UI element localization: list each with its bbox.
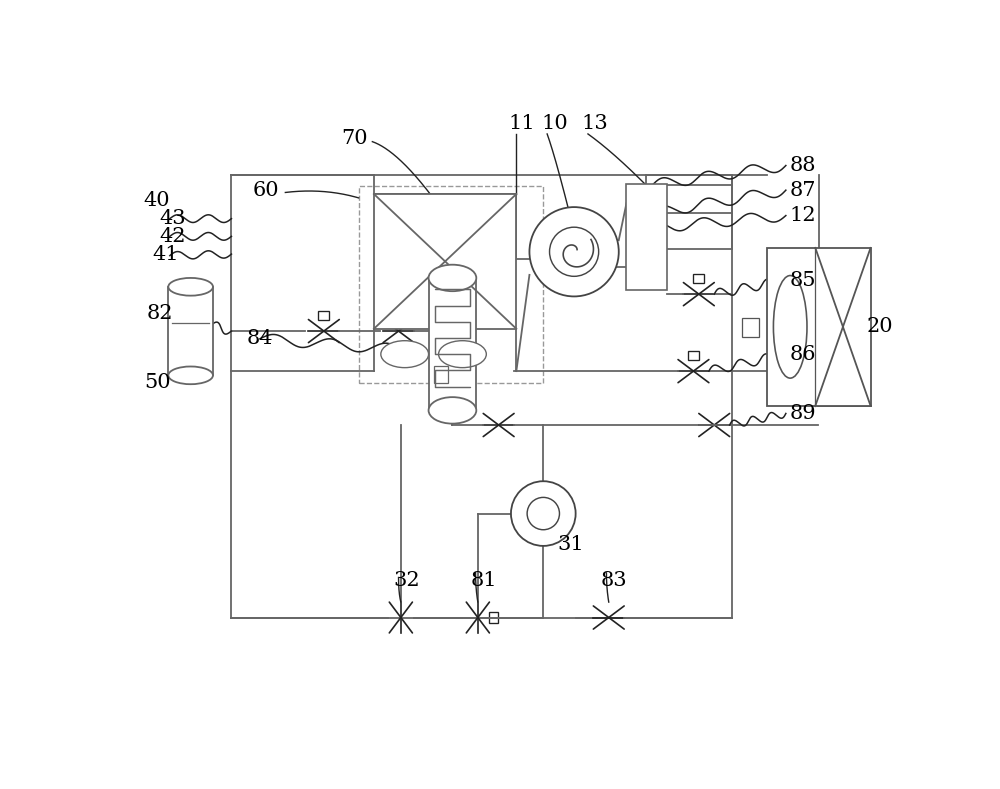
Bar <box>767 248 871 406</box>
Text: 40: 40 <box>143 191 170 210</box>
Ellipse shape <box>439 341 486 368</box>
Text: 42: 42 <box>160 227 186 246</box>
Bar <box>434 366 448 383</box>
Bar <box>168 286 213 376</box>
Bar <box>429 278 476 410</box>
Text: 70: 70 <box>342 129 368 148</box>
Text: 89: 89 <box>790 404 816 423</box>
Text: 32: 32 <box>393 571 420 590</box>
Text: 82: 82 <box>147 304 173 323</box>
Text: 10: 10 <box>542 114 569 133</box>
Ellipse shape <box>168 278 213 296</box>
Bar <box>358 186 543 383</box>
Text: 13: 13 <box>582 114 609 133</box>
Text: 86: 86 <box>790 345 816 364</box>
Circle shape <box>529 207 619 297</box>
Text: 84: 84 <box>247 329 273 348</box>
Text: 88: 88 <box>790 156 816 175</box>
Ellipse shape <box>429 397 476 424</box>
Text: 50: 50 <box>144 373 171 392</box>
Circle shape <box>511 481 576 546</box>
Ellipse shape <box>429 264 476 291</box>
Text: 31: 31 <box>557 535 584 554</box>
Text: 87: 87 <box>790 181 816 200</box>
Bar <box>318 311 329 320</box>
Text: 85: 85 <box>790 271 816 290</box>
Text: 20: 20 <box>867 317 893 336</box>
Text: 60: 60 <box>252 181 279 200</box>
Text: 81: 81 <box>470 571 497 590</box>
Bar <box>693 274 704 282</box>
Circle shape <box>550 227 599 276</box>
Ellipse shape <box>168 366 213 384</box>
Bar <box>489 612 498 623</box>
Circle shape <box>527 497 559 529</box>
Ellipse shape <box>773 275 807 378</box>
Text: 11: 11 <box>509 114 535 133</box>
Bar <box>688 351 699 360</box>
Ellipse shape <box>381 341 429 368</box>
Bar <box>374 194 516 329</box>
Bar <box>626 184 667 290</box>
Text: 43: 43 <box>160 209 186 228</box>
Bar <box>742 318 759 337</box>
Text: 12: 12 <box>790 206 816 225</box>
Text: 83: 83 <box>601 571 628 590</box>
Text: 41: 41 <box>152 245 179 264</box>
